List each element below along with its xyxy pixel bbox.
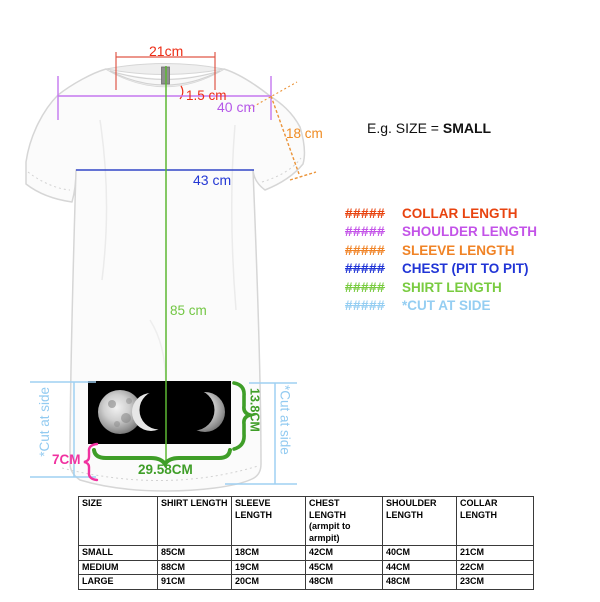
collar-measure-label: 21cm: [149, 43, 184, 59]
cell-sleeve-length: 20CM: [231, 574, 306, 590]
legend-label: SHOULDER LENGTH: [402, 224, 537, 240]
legend-label: CHEST (PIT TO PIT): [402, 261, 529, 277]
sleeve-hash-swatch: #####: [345, 242, 386, 258]
table-row-small: SMALL 85CM 18CM 42CM 40CM 21CM: [78, 545, 534, 561]
sleeve-measure-label: 18 cm: [286, 126, 323, 141]
cell-chest-length: 42CM: [305, 545, 383, 561]
legend-item-collar: ##### COLLAR LENGTH: [345, 205, 537, 223]
example-size-note: E.g. SIZE = SMALL: [367, 120, 491, 136]
cut-height-brace: [83, 442, 99, 482]
col-header-collar-length: COLLAR LENGTH: [456, 496, 534, 546]
chest-measure-label: 43 cm: [193, 172, 232, 188]
shoulder-measure-label: 40 cm: [217, 99, 256, 115]
legend-item-sleeve: ##### SLEEVE LENGTH: [345, 242, 537, 260]
legend-item-chest: ##### CHEST (PIT TO PIT): [345, 260, 537, 278]
col-header-sleeve-length: SLEEVE LENGTH: [231, 496, 306, 546]
cell-sleeve-length: 18CM: [231, 545, 306, 561]
table-row-large: LARGE 91CM 20CM 48CM 48CM 23CM: [78, 574, 534, 590]
legend-item-shoulder: ##### SHOULDER LENGTH: [345, 223, 537, 241]
moon-print: [88, 381, 231, 444]
cut-at-side-hash-swatch: #####: [345, 298, 386, 314]
collar-measure-line: [115, 52, 216, 100]
cell-collar-length: 23CM: [456, 574, 534, 590]
example-size-value: SMALL: [442, 120, 492, 136]
cut-at-side-left-label: *Cut at side: [37, 387, 52, 457]
size-table: SIZE SHIRT LENGTH SLEEVE LENGTH CHEST LE…: [78, 496, 534, 590]
measurement-legend: ##### COLLAR LENGTH ##### SHOULDER LENGT…: [345, 205, 537, 315]
col-header-shirt-length: SHIRT LENGTH: [157, 496, 232, 546]
cell-shoulder-length: 48CM: [382, 574, 457, 590]
legend-item-cut-at-side: ##### *CUT AT SIDE: [345, 297, 537, 315]
cell-chest-length: 48CM: [305, 574, 383, 590]
example-prefix: E.g. SIZE =: [367, 120, 443, 136]
print-width-label: 29.58CM: [138, 462, 193, 477]
print-height-label: 13.8CM: [247, 388, 262, 432]
shoulder-hash-swatch: #####: [345, 224, 386, 240]
cell-shirt-length: 91CM: [157, 574, 232, 590]
cell-shoulder-length: 44CM: [382, 559, 457, 575]
print-size-braces: [92, 381, 257, 468]
cell-shirt-length: 85CM: [157, 545, 232, 561]
shirt-length-hash-swatch: #####: [345, 279, 386, 295]
sleeve-measure-line: [248, 81, 317, 181]
col-header-shoulder-length: SHOULDER LENGTH: [382, 496, 457, 546]
chest-hash-swatch: #####: [345, 261, 386, 277]
cut-at-side-right-label: *Cut at side: [277, 385, 293, 455]
collar-band-measure-label: 1.5 cm: [186, 88, 227, 103]
table-row-medium: MEDIUM 88CM 19CM 45CM 44CM 22CM: [78, 559, 534, 575]
legend-label: SHIRT LENGTH: [402, 279, 502, 295]
legend-item-shirt-length: ##### SHIRT LENGTH: [345, 279, 537, 297]
col-header-size: SIZE: [78, 496, 158, 546]
cell-sleeve-length: 19CM: [231, 559, 306, 575]
cell-collar-length: 21CM: [456, 545, 534, 561]
col-header-chest-length: CHEST LENGTH (armpit to armpit): [305, 496, 383, 546]
cut-at-side-lines: [30, 381, 297, 485]
legend-label: SLEEVE LENGTH: [402, 242, 515, 258]
cell-size: SMALL: [78, 545, 158, 561]
cell-shoulder-length: 40CM: [382, 545, 457, 561]
cut-height-label: 7CM: [52, 452, 81, 467]
legend-label: *CUT AT SIDE: [402, 298, 491, 314]
cell-chest-length: 45CM: [305, 559, 383, 575]
size-table-header-row: SIZE SHIRT LENGTH SLEEVE LENGTH CHEST LE…: [78, 496, 534, 546]
cell-size: MEDIUM: [78, 559, 158, 575]
cell-shirt-length: 88CM: [157, 559, 232, 575]
cell-collar-length: 22CM: [456, 559, 534, 575]
collar-hash-swatch: #####: [345, 206, 386, 221]
shirt-length-label: 85 cm: [170, 303, 207, 318]
legend-label: COLLAR LENGTH: [402, 206, 518, 221]
cell-size: LARGE: [78, 574, 158, 590]
